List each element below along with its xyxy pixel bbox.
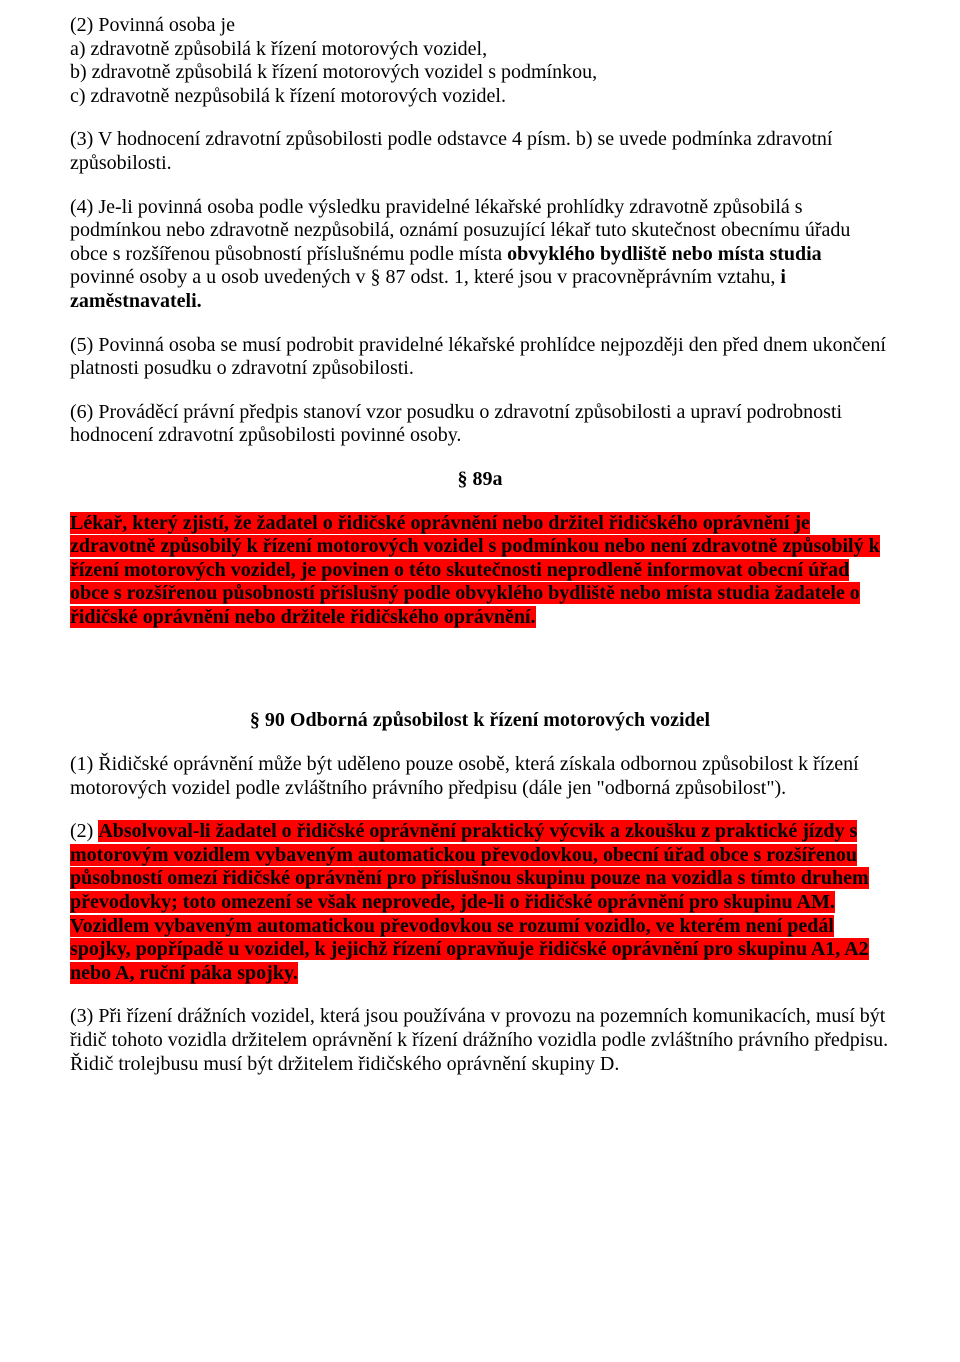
section-89a-number: § 89a <box>70 468 890 492</box>
document-page: (2) Povinná osoba je a) zdravotně způsob… <box>0 0 960 1362</box>
p2-intro: (2) Povinná osoba je <box>70 14 890 38</box>
section-90-p3: (3) Při řízení drážních vozidel, která j… <box>70 1005 890 1076</box>
section-89a-body: Lékař, který zjistí, že žadatel o řidičs… <box>70 512 890 630</box>
spacer <box>70 649 890 669</box>
spacer <box>70 669 890 689</box>
p4-bold-1: obvyklého bydliště nebo místa studia <box>507 243 822 265</box>
section-90-p2-text: Absolvoval-li žadatel o řidičské oprávně… <box>70 820 869 984</box>
section-89a-text: Lékař, který zjistí, že žadatel o řidičs… <box>70 512 880 628</box>
section-90-p2: (2) Absolvoval-li žadatel o řidičské opr… <box>70 820 890 985</box>
section-90-p2-lead: (2) <box>70 820 98 842</box>
p2-item-c: c) zdravotně nezpůsobilá k řízení motoro… <box>70 85 890 109</box>
p2-item-b: b) zdravotně způsobilá k řízení motorový… <box>70 61 890 85</box>
p4-text-2: povinné osoby a u osob uvedených v § 87 … <box>70 266 780 288</box>
paragraph-5: (5) Povinná osoba se musí podrobit pravi… <box>70 334 890 381</box>
paragraph-4: (4) Je-li povinná osoba podle výsledku p… <box>70 196 890 314</box>
paragraph-3: (3) V hodnocení zdravotní způsobilosti p… <box>70 128 890 175</box>
section-90-p1: (1) Řidičské oprávnění může být uděleno … <box>70 753 890 800</box>
paragraph-6: (6) Prováděcí právní předpis stanoví vzo… <box>70 401 890 448</box>
section-90-title: § 90 Odborná způsobilost k řízení motoro… <box>70 709 890 733</box>
paragraph-2: (2) Povinná osoba je a) zdravotně způsob… <box>70 14 890 108</box>
p2-item-a: a) zdravotně způsobilá k řízení motorový… <box>70 38 890 62</box>
